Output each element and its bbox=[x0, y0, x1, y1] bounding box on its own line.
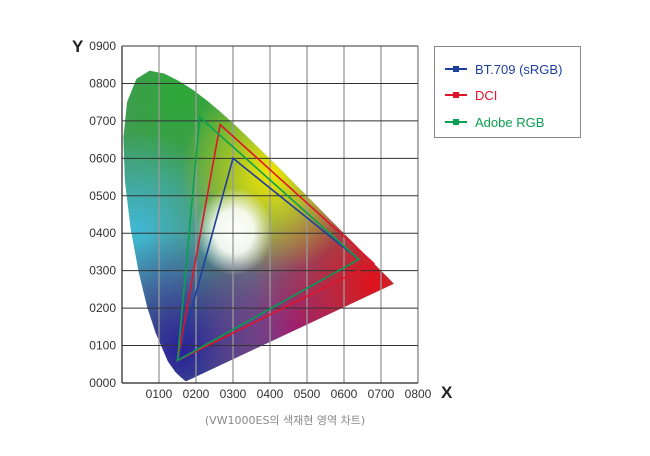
x-tick-label: 0200 bbox=[183, 387, 210, 401]
legend-marker-icon bbox=[445, 119, 467, 125]
legend-item-bt709: BT.709 (sRGB) bbox=[445, 61, 562, 77]
chart-caption: (VW1000ES의 색재현 영역 차트) bbox=[204, 414, 366, 427]
y-axis-label: Y bbox=[72, 37, 84, 56]
legend-marker-icon bbox=[445, 92, 467, 98]
legend-marker-icon bbox=[445, 66, 467, 72]
y-tick-label: 0100 bbox=[89, 339, 116, 353]
y-tick-label: 0600 bbox=[89, 151, 116, 165]
gamut-dci bbox=[176, 123, 376, 362]
y-tick-label: 0200 bbox=[89, 301, 116, 315]
x-tick-label: 0800 bbox=[405, 387, 432, 401]
grid-lines bbox=[121, 45, 419, 384]
x-axis-label: X bbox=[441, 383, 453, 402]
y-tick-label: 0000 bbox=[89, 376, 116, 390]
x-tick-label: 0400 bbox=[257, 387, 284, 401]
y-tick-label: 0900 bbox=[89, 39, 116, 53]
x-tick-label: 0700 bbox=[368, 387, 395, 401]
y-tick-label: 0700 bbox=[89, 114, 116, 128]
y-tick-label: 0300 bbox=[89, 264, 116, 278]
y-tick-label: 0800 bbox=[89, 76, 116, 90]
x-tick-label: 0300 bbox=[220, 387, 247, 401]
legend: BT.709 (sRGB) DCI Adobe RGB bbox=[434, 46, 581, 138]
x-tick-label: 0500 bbox=[294, 387, 321, 401]
gamut-triangles bbox=[176, 115, 376, 363]
x-tick-label: 0100 bbox=[146, 387, 173, 401]
y-tick-label: 0400 bbox=[89, 226, 116, 240]
gamut-adobe-rgb bbox=[176, 115, 361, 362]
x-tick-label: 0600 bbox=[331, 387, 358, 401]
y-tick-label: 0500 bbox=[89, 189, 116, 203]
legend-item-dci: DCI bbox=[445, 87, 497, 103]
axis-ticks: 0100 0200 0300 0400 0500 0600 0700 0800 0000 0100… bbox=[89, 39, 431, 401]
legend-item-adobe-rgb: Adobe RGB bbox=[445, 114, 544, 130]
